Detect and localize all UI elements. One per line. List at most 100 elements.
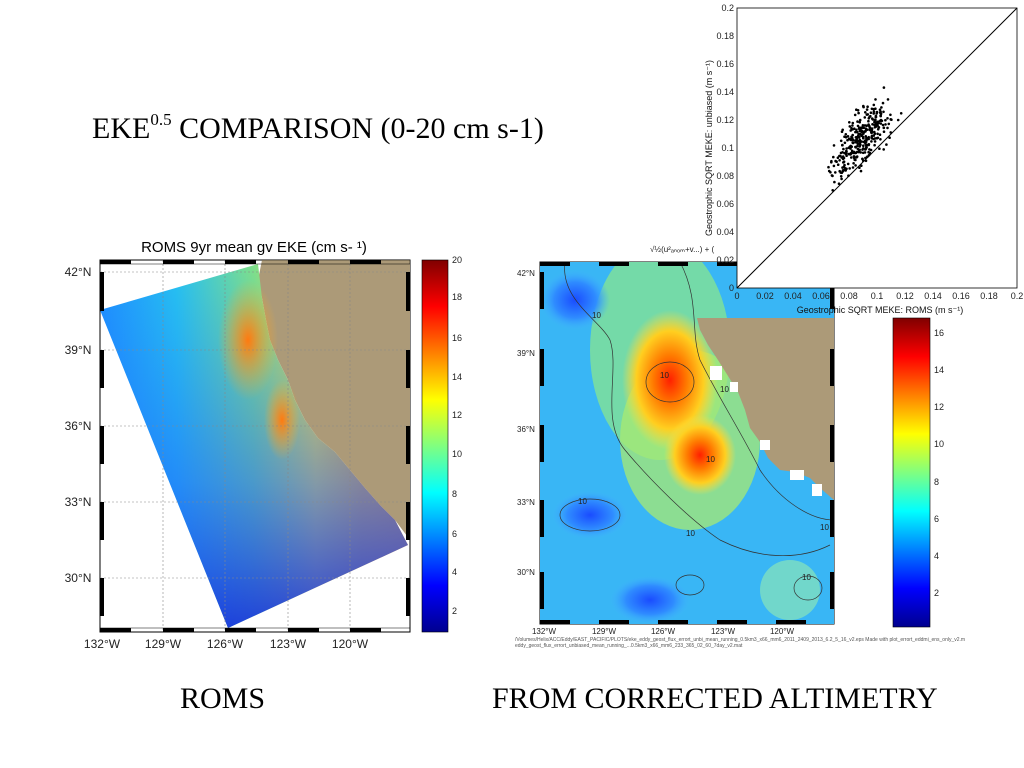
scatter-xtick-label: 0.06 — [812, 291, 830, 301]
scatter-point — [861, 135, 865, 139]
roms-cb-18: 18 — [452, 292, 462, 302]
scatter-point — [841, 143, 844, 147]
scatter-point — [830, 159, 833, 163]
scatter-point — [867, 150, 870, 154]
scatter-point — [871, 123, 874, 126]
altimetry-hotspot — [622, 310, 718, 450]
roms-map: ROMS 9yr mean gv EKE (cm s- ¹) — [65, 239, 462, 651]
scatter-point — [840, 171, 844, 175]
scatter-point — [879, 138, 882, 141]
scatter-point — [856, 120, 859, 123]
scatter-point — [865, 108, 869, 111]
alt-ylabel-42: 42°N — [517, 269, 535, 278]
scatter-point — [853, 113, 857, 117]
scatter-point — [845, 167, 848, 171]
scatter-point — [849, 144, 852, 148]
alt-xlabel-132: 132°W — [532, 627, 557, 636]
scatter-point — [882, 130, 886, 133]
scatter-point — [856, 147, 860, 151]
scatter-xtick-label: 0.12 — [896, 291, 914, 301]
roms-cb-6: 6 — [452, 529, 457, 539]
scatter-point — [859, 132, 862, 136]
scatter-point — [872, 107, 875, 111]
roms-ylabel-39: 39°N — [65, 343, 92, 357]
scatter-point — [863, 151, 867, 154]
scatter-xtick-label: 0.18 — [980, 291, 998, 301]
scatter-ytick-label: 0.16 — [716, 59, 734, 69]
roms-cb-10: 10 — [452, 449, 462, 459]
scatter-point — [899, 112, 903, 115]
alt-cb-12: 12 — [934, 402, 944, 412]
scatter-point — [854, 158, 857, 162]
scatter-point — [858, 118, 862, 122]
scatter-point — [827, 165, 830, 169]
scatter-point — [861, 124, 865, 127]
altimetry-axis-labels: 42°N 39°N 36°N 33°N 30°N 132°W 129°W 126… — [517, 269, 794, 636]
scatter-point — [847, 146, 851, 150]
scatter-xtick-label: 0.2 — [1011, 291, 1024, 301]
scatter-point — [884, 118, 887, 122]
contour-label-6: 10 — [802, 573, 811, 582]
altimetry-lowspot — [552, 491, 628, 539]
scatter-point — [865, 143, 869, 147]
scatter-ytick-label: 0.08 — [716, 171, 734, 181]
scatter-point — [854, 130, 857, 134]
alt-cb-16: 16 — [934, 328, 944, 338]
scatter-xtick-label: 0 — [734, 291, 739, 301]
scatter-point — [869, 148, 873, 152]
scatter-point — [836, 163, 840, 166]
scatter-point — [870, 135, 873, 139]
scatter-point — [846, 162, 850, 166]
scatter-ytick-label: 0.12 — [716, 115, 734, 125]
roms-cb-14: 14 — [452, 372, 462, 382]
scatter-point — [858, 120, 861, 124]
scatter-point — [874, 115, 878, 119]
scatter-point — [845, 147, 848, 150]
scatter-point — [879, 122, 883, 125]
scatter-point — [881, 123, 885, 127]
alt-xlabel-123: 123°W — [711, 627, 736, 636]
scatter-point — [867, 153, 871, 157]
alt-cb-6: 6 — [934, 514, 939, 524]
scatter-point — [853, 127, 856, 130]
scatter-point — [833, 180, 836, 184]
scatter-xtick-label: 0.04 — [784, 291, 802, 301]
scatter-point — [849, 129, 852, 132]
scatter-point — [827, 169, 831, 173]
altimetry-map: √½(u²ₐₙₒₘ+v...) + ( 10 — [515, 245, 965, 649]
scatter-point — [882, 126, 886, 130]
scatter-yticks: 0 0.02 0.04 0.06 0.08 0.1 0.12 0.14 0.16 0.18 0.2 — [716, 3, 734, 293]
scatter-point — [844, 152, 848, 156]
contour-label-7: 10 — [660, 371, 669, 380]
scatter-point — [857, 135, 861, 138]
roms-colorbar-ticks: 20 18 16 14 12 10 8 6 4 2 — [452, 255, 462, 616]
scatter-point — [873, 132, 877, 135]
roms-frame-ticks — [99, 259, 411, 633]
caption-roms: ROMS — [180, 682, 266, 715]
scatter-point — [867, 119, 870, 123]
roms-ylabel-42: 42°N — [65, 265, 92, 279]
roms-ocean-south — [100, 264, 408, 628]
scatter-reference-line — [736, 7, 1018, 289]
alt-xlabel-126: 126°W — [651, 627, 676, 636]
roms-ylabel-36: 36°N — [65, 419, 92, 433]
scatter-point — [834, 171, 837, 174]
alt-cb-10: 10 — [934, 439, 944, 449]
footnote-line-1: /Volumes/Helix/ACC/Eddy/EAST_PACIFIC/PLO… — [515, 637, 965, 643]
scatter-point — [873, 140, 877, 143]
alt-ylabel-39: 39°N — [517, 349, 535, 358]
altimetry-colorbar — [892, 317, 931, 628]
scatter-point — [859, 169, 863, 173]
altimetry-lowspot-2 — [540, 270, 610, 330]
scatter-xlabel: Geostrophic SQRT MEKE: ROMS (m s⁻¹) — [797, 305, 963, 315]
scatter-point — [848, 167, 851, 170]
scatter-point — [846, 138, 849, 142]
scatter-ytick-label: 0.06 — [716, 199, 734, 209]
scatter-point — [852, 150, 856, 154]
altimetry-header-fragment: √½(u²ₐₙₒₘ+v...) + ( — [650, 245, 715, 254]
scatter-point — [857, 150, 860, 154]
scatter-point — [831, 174, 834, 178]
scatter-xtick-label: 0.16 — [952, 291, 970, 301]
contour-label-8: 10 — [720, 385, 729, 394]
scatter-point — [862, 105, 865, 109]
